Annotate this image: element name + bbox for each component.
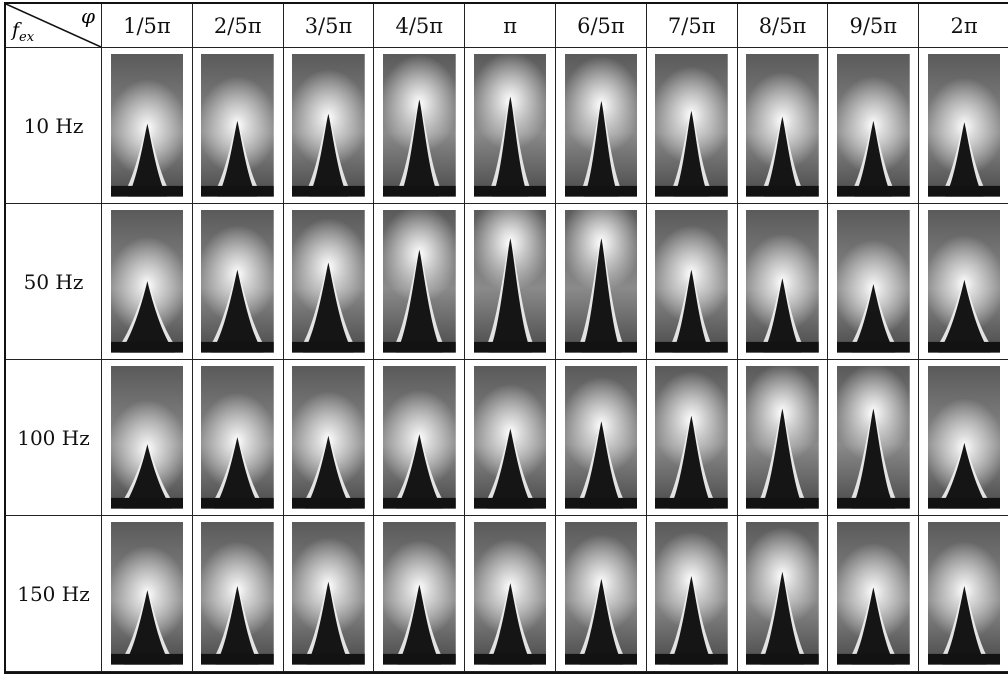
flame-image-cell [192,360,284,516]
flame-image [382,54,456,197]
flame-image [292,522,365,665]
flame-image [473,54,547,197]
flame-image-cell [374,48,466,204]
flame-image [655,522,729,665]
frequency-row-label: 100 Hz [6,360,102,516]
column-variable-label: φ [80,4,95,28]
flame-image [927,522,1001,665]
flame-image [201,522,275,665]
flame-image [655,210,729,353]
flame-image [382,210,456,353]
flame-image-cell [192,48,284,204]
flame-image [292,366,365,509]
phase-header: 2/5π [192,4,284,48]
phase-header: 7/5π [646,4,738,48]
flame-image-cell [556,204,647,360]
flame-image [927,366,1001,509]
flame-image [927,54,1001,197]
flame-image [836,54,910,197]
flame-image [655,366,729,509]
flame-image [564,366,638,509]
phase-header: 1/5π [102,4,193,48]
flame-image [927,210,1001,353]
flame-image-cell [465,204,556,360]
flame-image-cell [283,48,375,204]
phase-header: 8/5π [737,4,829,48]
flame-image-cell [465,516,556,672]
frequency-row-label: 50 Hz [6,204,102,360]
flame-image [746,210,819,353]
flame-image-cell [737,204,829,360]
flame-image [746,366,819,509]
flame-image [292,54,365,197]
flame-image-cell [828,204,920,360]
flame-image-cell [283,360,375,516]
phase-header: 4/5π [374,4,466,48]
flame-image-cell [102,48,193,204]
flame-image [655,54,729,197]
flame-image-cell [283,204,375,360]
flame-image [473,522,547,665]
phase-header: 9/5π [828,4,920,48]
flame-image [473,366,547,509]
flame-image [110,522,184,665]
flame-image-cell [919,516,1008,672]
corner-diagonal [6,4,101,47]
flame-image-cell [828,516,920,672]
flame-image-cell [828,48,920,204]
row-variable-label: fex [12,19,35,45]
flame-image-cell [737,360,829,516]
flame-image-cell [737,516,829,672]
flame-image [473,210,547,353]
flame-image-cell [919,204,1008,360]
flame-image-cell [374,360,466,516]
table-corner-header: fex φ [6,4,102,48]
flame-image [746,54,819,197]
flame-image-cell [646,48,738,204]
flame-image [382,522,456,665]
flame-image-cell [646,516,738,672]
flame-image-cell [102,204,193,360]
phase-header: 6/5π [556,4,647,48]
flame-image [110,210,184,353]
flame-image-cell [283,516,375,672]
flame-image [836,210,910,353]
flame-image-cell [556,360,647,516]
flame-image-cell [828,360,920,516]
flame-image-cell [737,48,829,204]
flame-image-cell [465,48,556,204]
flame-image [110,366,184,509]
frequency-row-label: 150 Hz [6,516,102,672]
flame-image [201,210,275,353]
flame-image-cell [556,48,647,204]
flame-image [382,366,456,509]
flame-phase-table: fex φ 1/5π 2/5π 3/5π 4/5π π 6/5π 7/5π 8/5π 9/5π 2… [4,2,1008,674]
flame-image-cell [192,204,284,360]
flame-image-cell [646,204,738,360]
flame-image [201,366,275,509]
frequency-row-label: 10 Hz [6,48,102,204]
flame-image-cell [374,204,466,360]
flame-image-cell [192,516,284,672]
flame-image [836,366,910,509]
flame-image-cell [556,516,647,672]
flame-image-cell [465,360,556,516]
phase-header: π [465,4,556,48]
flame-image-cell [646,360,738,516]
phase-header: 3/5π [283,4,375,48]
flame-image [836,522,910,665]
flame-image [746,522,819,665]
flame-image [564,210,638,353]
flame-image-cell [374,516,466,672]
flame-image [201,54,275,197]
flame-image-cell [102,360,193,516]
flame-image [564,522,638,665]
flame-image [292,210,365,353]
flame-image-cell [102,516,193,672]
flame-image [564,54,638,197]
phase-header: 2π [919,4,1008,48]
flame-image [110,54,184,197]
flame-image-cell [919,48,1008,204]
flame-image-cell [919,360,1008,516]
